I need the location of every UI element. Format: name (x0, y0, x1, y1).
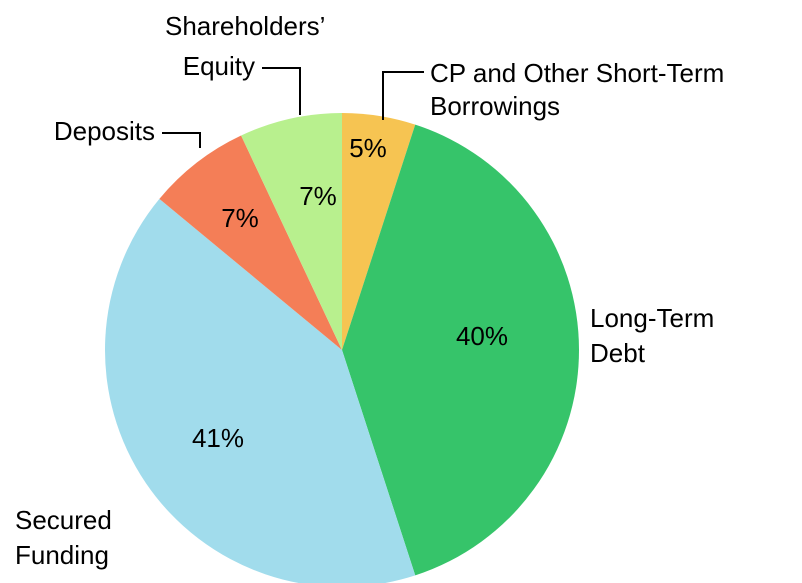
leader-line (162, 132, 201, 148)
value-label: 41% (192, 423, 244, 453)
category-label: Funding (15, 540, 109, 570)
slice (342, 124, 579, 576)
category-label: Shareholders’ (165, 11, 325, 41)
category-label: Deposits (54, 116, 155, 146)
slice (342, 113, 416, 350)
slice (105, 198, 416, 583)
category-label: Equity (183, 51, 255, 81)
category-label: Secured (15, 505, 112, 535)
category-label: Borrowings (430, 91, 560, 121)
leader-line (382, 71, 424, 120)
category-label: CP and Other Short-Term (430, 58, 724, 88)
value-label: 7% (299, 181, 337, 211)
category-label: Long-Term (590, 303, 714, 333)
slices (105, 113, 579, 583)
slice (241, 113, 342, 350)
slice (159, 135, 342, 350)
leader-line (262, 67, 301, 115)
value-label: 7% (221, 203, 259, 233)
value-label: 5% (349, 133, 387, 163)
value-label: 40% (456, 321, 508, 351)
category-label: Debt (590, 338, 646, 368)
